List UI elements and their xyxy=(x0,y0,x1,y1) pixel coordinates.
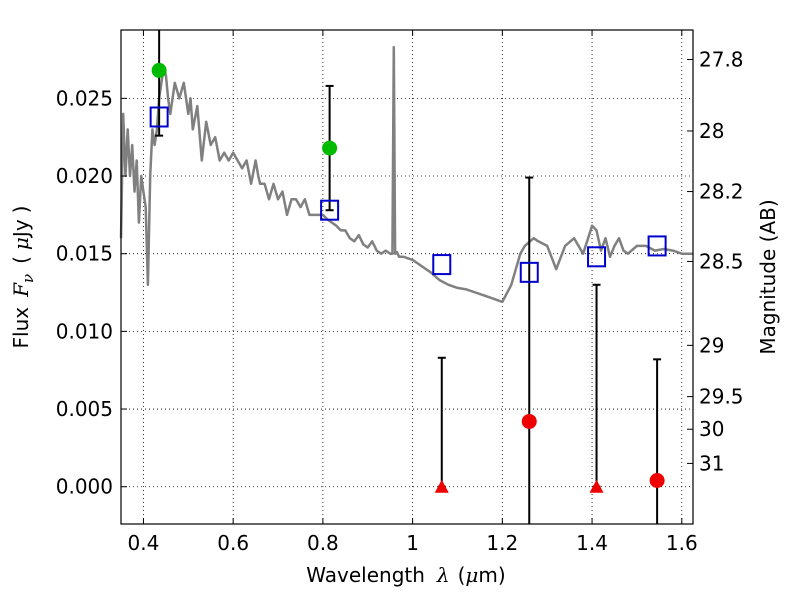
x-tick-label: 1.6 xyxy=(666,531,698,555)
x-ticks: 0.4 0.6 0.8 1 1.2 1.4 1.6 xyxy=(128,30,698,555)
y-tick-label: 0.000 xyxy=(56,475,113,499)
x-tick-label: 0.8 xyxy=(307,531,339,555)
detection-green-point xyxy=(151,62,167,78)
y2-tick-label: 28.2 xyxy=(699,180,744,204)
marker-layer xyxy=(149,62,667,493)
y2-tick-label: 28 xyxy=(699,119,724,143)
y2-tick-label: 27.8 xyxy=(699,48,744,72)
upper-limit-triangle xyxy=(434,479,449,493)
y2-tick-label: 31 xyxy=(699,451,724,475)
y-tick-label: 0.005 xyxy=(56,397,113,421)
y2-tick-label: 29.5 xyxy=(699,385,744,409)
detection-red-point xyxy=(649,473,665,489)
y-tick-label: 0.020 xyxy=(56,164,113,188)
y2-tick-label: 30 xyxy=(699,417,724,441)
x-tick-label: 1.2 xyxy=(486,531,518,555)
model-point-square xyxy=(432,254,452,276)
model-spectrum-layer xyxy=(119,45,693,304)
model-point-square xyxy=(320,199,340,221)
y-tick-label: 0.025 xyxy=(56,86,113,110)
x-tick-label: 1 xyxy=(406,531,419,555)
y2-tick-label: 29 xyxy=(699,333,724,357)
y-axis-label: FluxFν(μJy) xyxy=(9,206,37,349)
x-tick-label: 0.4 xyxy=(128,531,160,555)
detection-green-point xyxy=(322,140,338,156)
model-spectrum-line xyxy=(119,45,693,304)
model-point-square xyxy=(149,106,169,128)
model-point-square xyxy=(519,261,539,283)
y-ticks: 0.000 0.005 0.010 0.015 0.020 0.025 xyxy=(56,86,127,499)
y2-tick-label: 28.5 xyxy=(699,249,744,273)
errorbar-layer xyxy=(155,30,662,524)
x-tick-label: 0.6 xyxy=(217,531,249,555)
y-tick-label: 0.015 xyxy=(56,242,113,266)
model-point-square xyxy=(587,246,607,268)
grid xyxy=(121,30,693,524)
upper-limit-triangle xyxy=(589,479,604,493)
model-point-square xyxy=(647,235,667,257)
detection-red-point xyxy=(521,413,537,429)
y2-ticks: 27.8 28 28.2 28.5 29 29.5 30 31 xyxy=(687,48,744,475)
y-tick-label: 0.010 xyxy=(56,319,113,343)
plot-frame xyxy=(120,29,694,525)
x-tick-label: 1.4 xyxy=(576,531,608,555)
x-axis-label: Wavelength λ (μm) xyxy=(306,563,505,587)
y2-axis-label: Magnitude (AB) xyxy=(756,199,780,354)
